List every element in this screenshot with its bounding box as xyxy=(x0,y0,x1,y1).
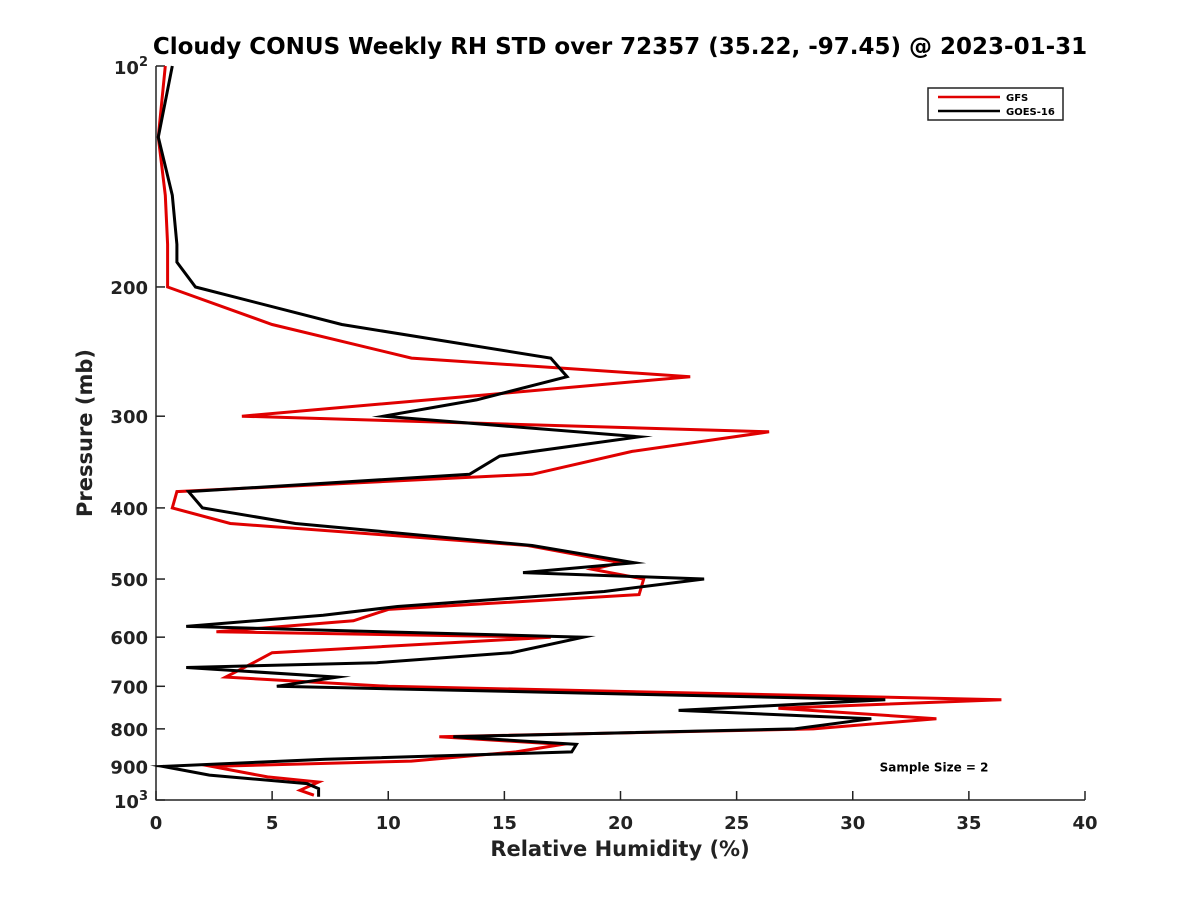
x-tick-label: 25 xyxy=(724,813,749,834)
y-power-tick-label: 103 xyxy=(114,789,148,813)
y-power-tick-base: 10 xyxy=(114,58,139,79)
legend-box xyxy=(927,87,1064,121)
y-tick-label: 300 xyxy=(110,407,148,428)
legend-entry-label: GOES-16 xyxy=(1006,107,1055,118)
x-tick-label: 40 xyxy=(1072,813,1097,834)
y-tick-label: 700 xyxy=(110,677,148,698)
y-tick-label: 500 xyxy=(110,570,148,591)
x-tick-label: 35 xyxy=(956,813,981,834)
chart-title: Cloudy CONUS Weekly RH STD over 72357 (3… xyxy=(153,34,1087,60)
y-power-tick-exponent: 3 xyxy=(139,789,148,804)
y-tick-label: 800 xyxy=(110,720,148,741)
legend-entry-label: GFS xyxy=(1006,93,1028,104)
x-tick-label: 15 xyxy=(492,813,517,834)
x-tick-label: 20 xyxy=(608,813,633,834)
series-line-goes-16 xyxy=(149,65,886,797)
y-power-tick-exponent: 2 xyxy=(139,55,148,70)
sample-size-annotation: Sample Size = 2 xyxy=(880,760,989,774)
x-tick-label: 0 xyxy=(150,813,163,834)
x-axis-label: Relative Humidity (%) xyxy=(490,837,749,861)
y-tick-label: 200 xyxy=(110,278,148,299)
y-axis-label: Pressure (mb) xyxy=(73,349,97,517)
y-power-tick-label: 102 xyxy=(114,55,148,79)
y-tick-label: 900 xyxy=(110,757,148,778)
series-line-gfs xyxy=(156,65,1002,797)
y-tick-label: 600 xyxy=(110,628,148,649)
y-tick-label: 400 xyxy=(110,499,148,520)
x-tick-label: 30 xyxy=(840,813,865,834)
y-power-tick-base: 10 xyxy=(114,792,139,813)
x-tick-label: 10 xyxy=(376,813,401,834)
x-tick-label: 5 xyxy=(266,813,279,834)
